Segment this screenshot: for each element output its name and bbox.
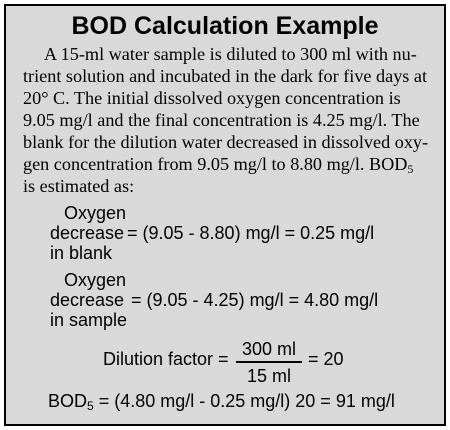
bod-example-box: BOD Calculation Example A 15-ml water sa… <box>4 4 446 426</box>
bod-equation-subscript: 5 <box>87 399 94 413</box>
box-title: BOD Calculation Example <box>71 12 379 40</box>
paragraph-line-1: A 15-ml water sample is diluted to 300 m… <box>44 44 417 64</box>
dilution-result: = 20 <box>308 349 344 369</box>
bod-prefix: BOD <box>48 391 88 411</box>
bod-equation: BOD5 = (4.80 mg/l - 0.25 mg/l) 20 = 91 m… <box>48 390 395 412</box>
fraction-denominator: 15 ml <box>246 365 291 386</box>
fraction-bar <box>236 361 302 363</box>
sample-label-line-3: in sample <box>50 310 128 330</box>
blank-label-line-1: Oxygen <box>64 203 127 223</box>
bod-subscript: 5 <box>407 162 414 176</box>
paragraph-line-5: blank for the dilution water decreased i… <box>23 132 429 152</box>
paragraph-line-4: 9.05 mg/l and the final concentration is… <box>23 110 420 130</box>
blank-equation: = (9.05 - 8.80) mg/l = 0.25 mg/l <box>127 223 375 243</box>
paragraph-line-3: 20° C. The initial dissolved oxygen conc… <box>23 88 401 108</box>
paragraph-line-2: trient solution and incubated in the dar… <box>23 66 428 86</box>
dilution-fraction: 300 ml 15 ml <box>236 338 302 387</box>
sample-equation: = (9.05 - 4.25) mg/l = 4.80 mg/l <box>131 290 379 310</box>
paragraph-line-6-text: gen concentration from 9.05 mg/l to 8.80… <box>23 154 408 174</box>
paragraph-line-7: is estimated as: <box>23 176 135 196</box>
blank-label-line-2: decrease <box>50 223 125 243</box>
bod-equation-text: = (4.80 mg/l - 0.25 mg/l) 20 = 91 mg/l <box>93 391 395 411</box>
sample-label-line-2: decrease <box>50 290 125 310</box>
blank-label-line-3: in blank <box>50 243 113 263</box>
paragraph-line-6: gen concentration from 9.05 mg/l to 8.80… <box>23 153 413 175</box>
sample-label-line-1: Oxygen <box>64 270 127 290</box>
dilution-label: Dilution factor = <box>103 349 229 369</box>
fraction-numerator: 300 ml <box>241 339 297 359</box>
